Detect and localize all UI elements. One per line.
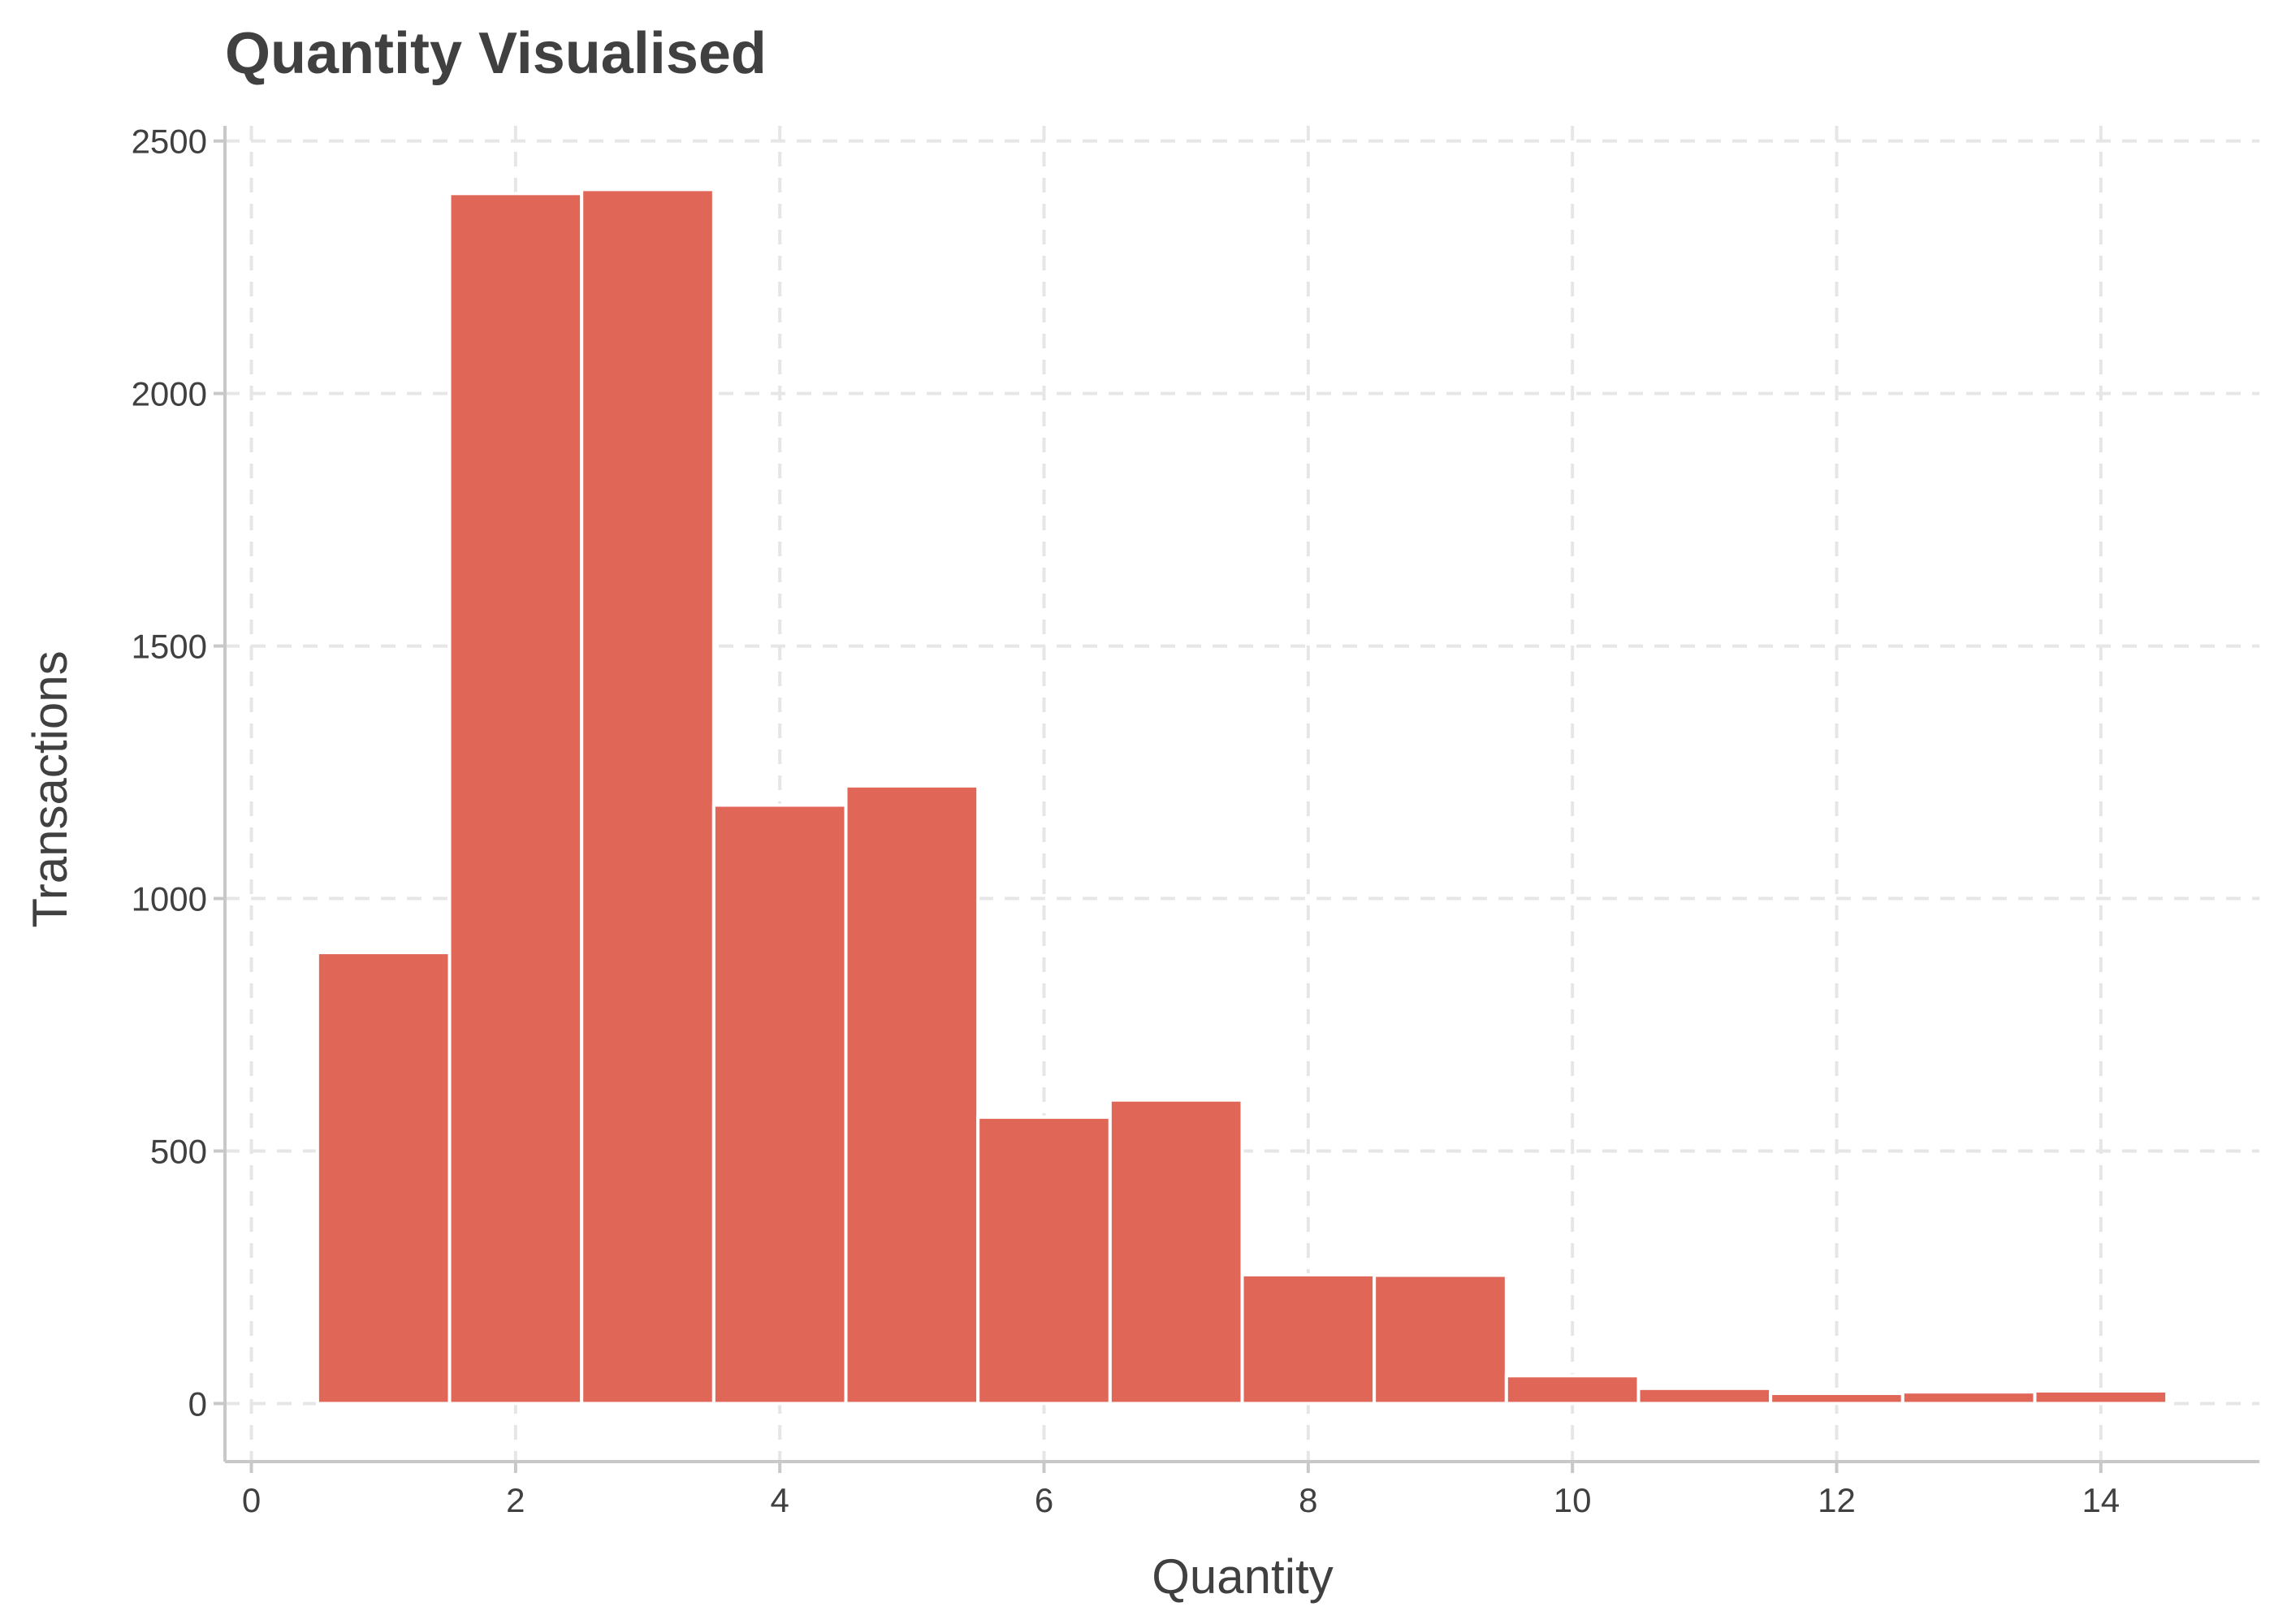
y-tick-label: 2500 — [132, 123, 207, 161]
histogram-bar — [2033, 1389, 2169, 1406]
y-tick-label: 2000 — [132, 375, 207, 413]
chart-title: Quantity Visualised — [225, 21, 767, 86]
y-tick-label: 1500 — [132, 628, 207, 666]
histogram-bar — [315, 951, 452, 1406]
x-tick-label: 14 — [2082, 1481, 2120, 1519]
x-tick-label: 2 — [506, 1481, 525, 1519]
histogram-bar — [976, 1115, 1112, 1406]
histogram-bar — [580, 188, 715, 1406]
histogram-bar — [1373, 1273, 1508, 1406]
axes-layer — [223, 126, 2259, 1463]
y-axis-label: Transactions — [23, 650, 77, 927]
histogram-bar — [1769, 1392, 1904, 1406]
histogram-bar — [1240, 1272, 1377, 1406]
histogram-bar — [447, 192, 584, 1406]
histogram-bar — [1636, 1386, 1773, 1406]
histogram-bar — [1504, 1374, 1641, 1406]
y-tick-label: 500 — [150, 1133, 207, 1171]
ticks-layer: 0 500 1000 1500 2000 2500 0 2 4 6 8 10 12 14 — [132, 123, 2121, 1519]
histogram-bar — [711, 803, 848, 1406]
bars-layer — [315, 188, 2169, 1406]
histogram-bar — [844, 784, 980, 1406]
y-tick-label: 1000 — [132, 880, 207, 918]
x-tick-label: 6 — [1035, 1481, 1053, 1519]
x-axis-label: Quantity — [1152, 1549, 1333, 1604]
x-tick-label: 12 — [1818, 1481, 1856, 1519]
x-tick-label: 8 — [1299, 1481, 1317, 1519]
x-tick-label: 0 — [242, 1481, 261, 1519]
y-tick-label: 0 — [188, 1384, 207, 1423]
histogram-bar — [1108, 1098, 1244, 1406]
x-tick-label: 4 — [771, 1481, 789, 1519]
x-tick-label: 10 — [1554, 1481, 1592, 1519]
histogram-bar — [1900, 1390, 2037, 1406]
